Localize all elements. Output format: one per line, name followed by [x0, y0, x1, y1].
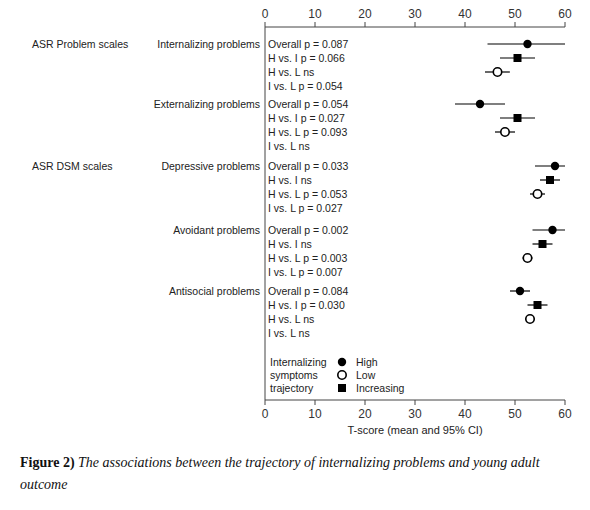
title: The associations between the trajectory … [20, 455, 540, 492]
legend-marker [338, 371, 346, 379]
marker [476, 100, 484, 108]
tick [415, 22, 416, 27]
tick [465, 400, 466, 405]
tick-label: 10 [308, 7, 322, 21]
marker [539, 240, 547, 248]
annotation: H vs. I p = 0.027 [268, 112, 345, 124]
annotation: Overall p = 0.087 [268, 38, 348, 50]
tick-label: 50 [508, 407, 522, 421]
marker [501, 128, 509, 136]
figure-label: Figure 2) [20, 455, 75, 470]
tick-label: 0 [262, 407, 269, 421]
annotation: H vs. L p = 0.053 [268, 188, 347, 200]
tick [515, 400, 516, 405]
axis-label: T-score (mean and 95% CI) [347, 424, 482, 436]
category-label: Depressive problems [161, 160, 260, 172]
annotation: H vs. L p = 0.093 [268, 126, 347, 138]
annotation: I vs. L p = 0.007 [268, 266, 343, 278]
tick [365, 22, 366, 27]
annotation: Overall p = 0.002 [268, 224, 348, 236]
marker [551, 162, 559, 170]
marker [516, 287, 524, 295]
tick [465, 22, 466, 27]
caption: Figure 2) The associations between the t… [20, 452, 580, 496]
annotation: I vs. L ns [268, 327, 310, 339]
tick-label: 0 [262, 7, 269, 21]
legend-title: trajectory [270, 382, 314, 394]
tick [315, 22, 316, 27]
annotation: Overall p = 0.084 [268, 285, 348, 297]
left-axis [265, 27, 266, 400]
tick-label: 60 [558, 407, 572, 421]
legend-label: High [356, 356, 378, 368]
tick-label: 20 [358, 407, 372, 421]
marker [534, 301, 542, 309]
tick [565, 400, 566, 405]
annotation: I vs. L p = 0.027 [268, 202, 343, 214]
marker [523, 254, 531, 262]
legend-label: Increasing [356, 382, 405, 394]
tick [315, 400, 316, 405]
tick [415, 400, 416, 405]
annotation: H vs. L p = 0.003 [268, 252, 347, 264]
tick-label: 30 [408, 7, 422, 21]
tick-label: 60 [558, 7, 572, 21]
plot-marks [455, 40, 565, 323]
group-label: ASR DSM scales [32, 160, 113, 172]
legend-title: symptoms [270, 369, 318, 381]
tick [265, 22, 266, 27]
marker [523, 40, 531, 48]
marker [493, 68, 501, 76]
annotation: I vs. L ns [268, 140, 310, 152]
marker [533, 190, 541, 198]
group-label: ASR Problem scales [32, 38, 128, 50]
marker [548, 226, 556, 234]
legend-marker [338, 384, 346, 392]
annotation: H vs. I ns [268, 174, 312, 186]
marker [526, 315, 534, 323]
legend-title: Internalizing [270, 356, 327, 368]
tick [365, 400, 366, 405]
tick-label: 40 [458, 7, 472, 21]
category-label: Internalizing problems [157, 38, 260, 50]
category-label: Externalizing problems [154, 98, 260, 110]
error-bar [535, 165, 565, 166]
annotation: Overall p = 0.033 [268, 160, 348, 172]
tick-label: 30 [408, 407, 422, 421]
legend-marker [338, 358, 346, 366]
annotation: I vs. L p = 0.054 [268, 80, 343, 92]
annotation: H vs. I ns [268, 238, 312, 250]
marker [514, 54, 522, 62]
tick-label: 20 [358, 7, 372, 21]
annotation: H vs. I p = 0.030 [268, 299, 345, 311]
tick [265, 400, 266, 405]
marker [546, 176, 554, 184]
tick [565, 22, 566, 27]
category-label: Avoidant problems [173, 224, 260, 236]
category-label: Antisocial problems [169, 285, 260, 297]
tick [515, 22, 516, 27]
annotation: H vs. I p = 0.066 [268, 52, 345, 64]
legend-label: Low [356, 369, 376, 381]
annotation: Overall p = 0.054 [268, 98, 348, 110]
tick-label: 40 [458, 407, 472, 421]
annotation: H vs. L ns [268, 313, 314, 325]
tick-label: 10 [308, 407, 322, 421]
marker [514, 114, 522, 122]
annotation: H vs. L ns [268, 66, 314, 78]
tick-label: 50 [508, 7, 522, 21]
